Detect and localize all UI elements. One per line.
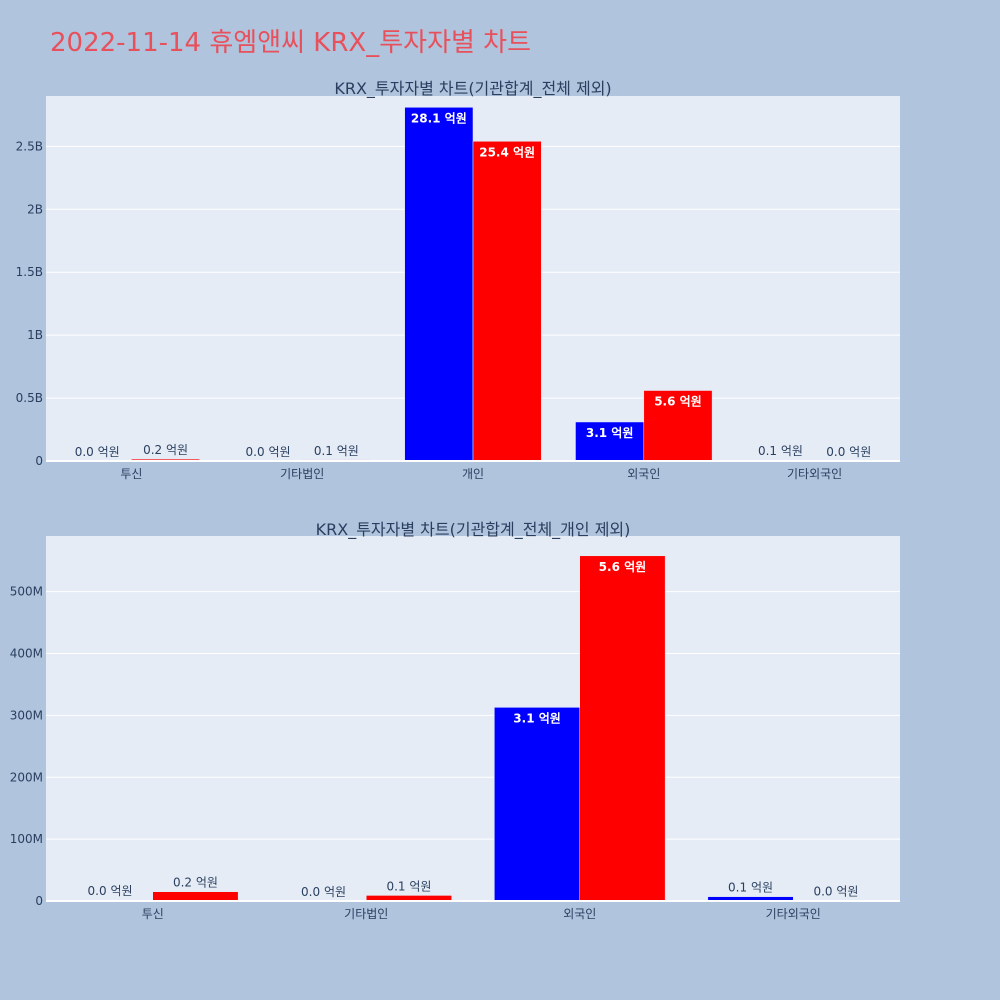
bar-series2 xyxy=(579,555,666,902)
data-label: 0.1 억원 xyxy=(314,444,359,458)
x-tick-label: 기타외국인 xyxy=(766,907,821,921)
bar-series1 xyxy=(575,421,645,462)
x-tick-label: 기타법인 xyxy=(344,907,388,921)
data-label: 0.0 억원 xyxy=(813,884,858,898)
data-label: 3.1 억원 xyxy=(513,711,561,725)
data-label: 0.0 억원 xyxy=(75,445,120,459)
data-label: 25.4 억원 xyxy=(479,145,535,159)
x-tick-label: 외국인 xyxy=(563,907,596,921)
bar-series2 xyxy=(643,390,713,462)
y-tick-label: 0 xyxy=(35,454,43,468)
bar-series1 xyxy=(404,107,474,462)
data-label: 0.2 억원 xyxy=(143,443,188,457)
data-label: 0.1 억원 xyxy=(386,879,431,893)
x-tick-label: 투신 xyxy=(120,467,142,481)
data-label: 0.1 억원 xyxy=(758,444,803,458)
bar-series2 xyxy=(472,141,542,462)
x-tick-label: 기타법인 xyxy=(280,467,324,481)
data-label: 5.6 억원 xyxy=(599,560,647,574)
y-tick-label: 2B xyxy=(27,202,43,216)
y-tick-label: 200M xyxy=(10,770,43,784)
chart-excluding-institutions: KRX_투자자별 차트(기관합계_전체 제외) 0 0.5B 1B 1.5B 2B 2.5B… xyxy=(16,79,900,481)
data-label: 0.2 억원 xyxy=(173,876,218,890)
data-label: 5.6 억원 xyxy=(654,395,702,409)
y-tick-label: 300M xyxy=(10,708,43,722)
x-tick-label: 기타외국인 xyxy=(787,467,842,481)
data-label: 0.0 억원 xyxy=(246,445,291,459)
bar-series1 xyxy=(494,707,581,902)
x-tick-label: 투신 xyxy=(142,907,164,921)
y-tick-label: 100M xyxy=(10,832,43,846)
data-label: 0.1 억원 xyxy=(728,881,773,895)
x-tick-label: 개인 xyxy=(462,467,484,481)
data-label: 0.0 억원 xyxy=(826,445,871,459)
y-tick-label: 2.5B xyxy=(16,139,43,153)
data-label: 0.0 억원 xyxy=(88,884,133,898)
y-tick-label: 1B xyxy=(27,328,43,342)
y-tick-label: 0.5B xyxy=(16,391,43,405)
y-tick-label: 500M xyxy=(10,585,43,599)
plot-area xyxy=(46,536,900,901)
page-title: 2022-11-14 휴엠앤씨 KRX_투자자별 차트 xyxy=(50,28,532,58)
x-tick-label: 외국인 xyxy=(627,467,660,481)
data-label: 0.0 억원 xyxy=(301,885,346,899)
y-tick-label: 0 xyxy=(35,894,43,908)
bar-series2 xyxy=(152,891,239,902)
chart-title: KRX_투자자별 차트(기관합계_전체 제외) xyxy=(334,79,611,99)
data-label: 3.1 억원 xyxy=(586,426,634,440)
data-label: 28.1 억원 xyxy=(411,111,467,125)
y-tick-label: 400M xyxy=(10,647,43,661)
y-tick-label: 1.5B xyxy=(16,265,43,279)
chart-title: KRX_투자자별 차트(기관합계_전체_개인 제외) xyxy=(316,520,631,540)
